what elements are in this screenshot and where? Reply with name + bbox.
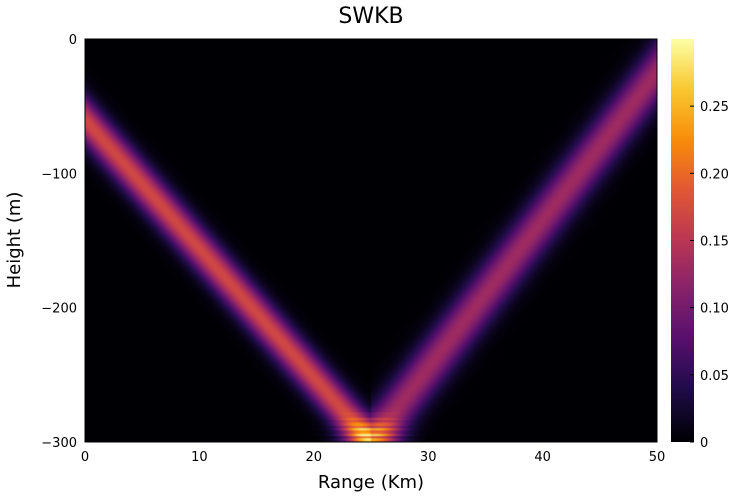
x-tick-label: 20: [306, 450, 323, 465]
y-tick-label: −300: [41, 436, 77, 451]
plot-frame: [84, 38, 658, 443]
heatmap-image: [85, 39, 657, 442]
x-axis: 0 10 20 30 40 50: [81, 39, 665, 465]
y-axis-label: Height (m): [4, 192, 25, 289]
colorbar-tick-label: 0.25: [700, 100, 729, 115]
colorbar-gradient: [671, 39, 694, 442]
y-tick-label: −200: [41, 302, 77, 317]
x-tick-label: 30: [420, 450, 437, 465]
y-tick-label: −100: [41, 167, 77, 182]
colorbar-tick-label: 0.05: [700, 369, 729, 384]
colorbar-tick-label: 0.15: [700, 235, 729, 250]
colorbar-tick-label: 0.10: [700, 302, 729, 317]
x-axis-label: Range (Km): [318, 472, 424, 493]
plot-area: [84, 38, 658, 443]
y-tick-label: 0: [69, 33, 77, 48]
x-tick-label: 40: [534, 450, 551, 465]
colorbar: 0 0.05 0.10 0.15 0.20 0.25: [671, 39, 729, 451]
x-tick-label: 50: [649, 450, 666, 465]
x-tick-label: 0: [81, 450, 89, 465]
x-tick-label: 10: [191, 450, 208, 465]
y-axis: 0 −100 −200 −300: [41, 33, 657, 451]
chart-title: SWKB: [338, 4, 403, 29]
colorbar-ticks: 0 0.05 0.10 0.15 0.20 0.25: [690, 100, 729, 451]
colorbar-tick-label: 0.20: [700, 167, 729, 182]
colorbar-tick-label: 0: [700, 436, 708, 451]
